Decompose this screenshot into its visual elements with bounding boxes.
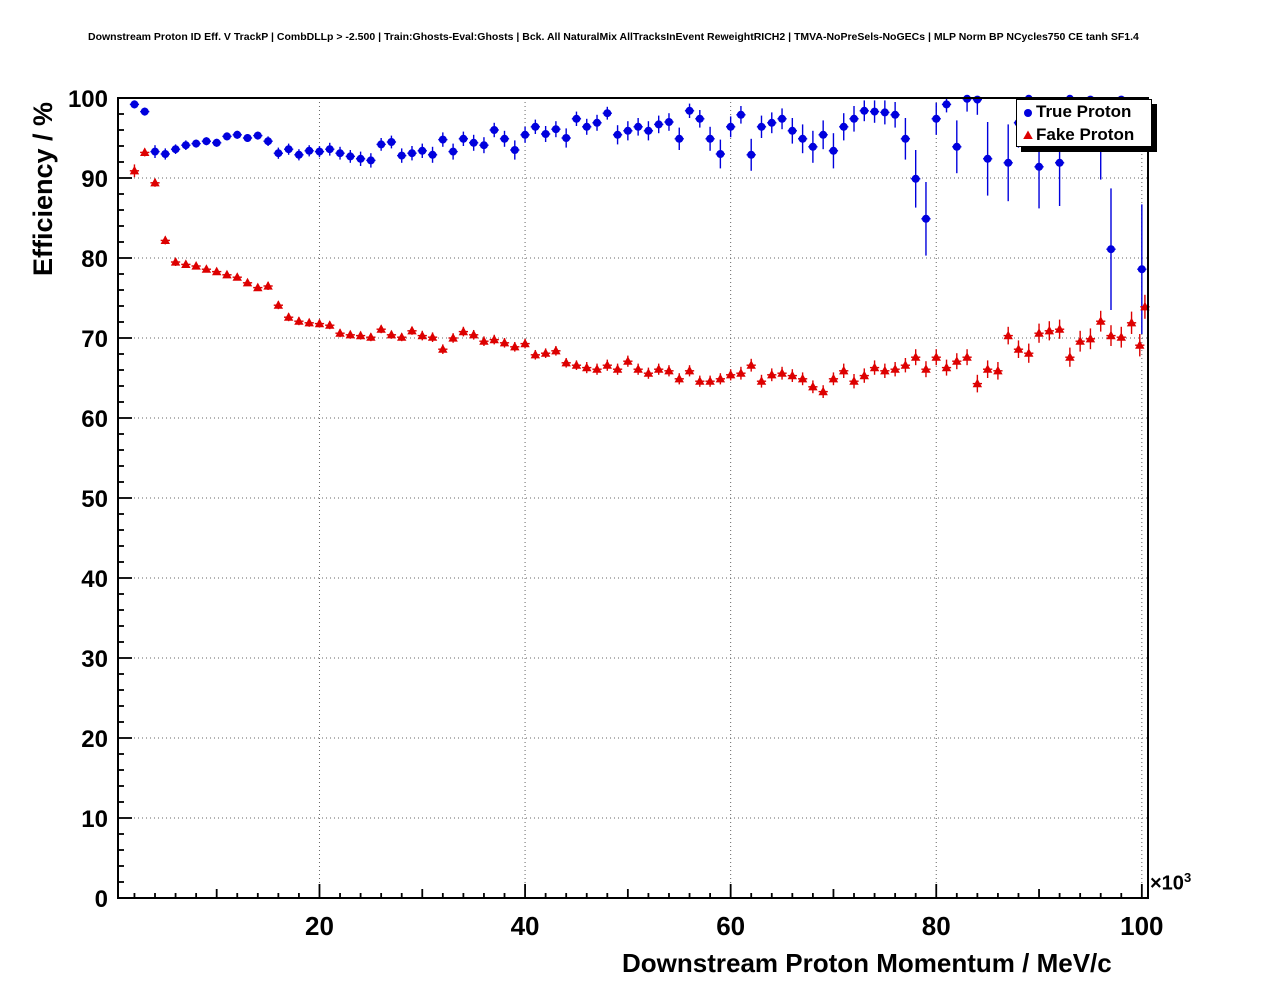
svg-text:60: 60 <box>716 911 745 941</box>
svg-text:10: 10 <box>81 806 108 833</box>
true-proton-circle-marker-icon <box>1024 108 1032 117</box>
svg-text:20: 20 <box>81 726 108 753</box>
svg-text:30: 30 <box>81 646 108 673</box>
svg-text:50: 50 <box>81 486 108 513</box>
fake-proton-triangle-marker-icon <box>1023 130 1033 139</box>
legend-entry-fake-proton: Fake Proton <box>1017 123 1151 146</box>
exponent-power: 3 <box>1183 870 1192 885</box>
x-axis-title: Downstream Proton Momentum / MeV/c <box>622 948 1112 978</box>
svg-text:100: 100 <box>1120 911 1163 941</box>
legend-label-true-proton: True Proton <box>1036 101 1132 121</box>
svg-text:40: 40 <box>511 911 540 941</box>
svg-text:100: 100 <box>68 86 108 113</box>
svg-text:0: 0 <box>95 886 108 913</box>
x-axis-exponent: ×103 <box>1150 870 1191 896</box>
svg-text:80: 80 <box>81 246 108 273</box>
plot-title: Downstream Proton ID Eff. V TrackP | Com… <box>88 31 1139 43</box>
svg-text:80: 80 <box>922 911 951 941</box>
svg-text:60: 60 <box>81 406 108 433</box>
svg-text:90: 90 <box>81 166 108 193</box>
legend-label-fake-proton: Fake Proton <box>1036 124 1135 144</box>
svg-text:70: 70 <box>81 326 108 353</box>
legend-entry-true-proton: True Proton <box>1017 100 1151 123</box>
svg-text:40: 40 <box>81 566 108 593</box>
svg-text:20: 20 <box>305 911 334 941</box>
exponent-base: ×10 <box>1150 872 1184 895</box>
legend: True Proton Fake Proton <box>1016 99 1152 147</box>
